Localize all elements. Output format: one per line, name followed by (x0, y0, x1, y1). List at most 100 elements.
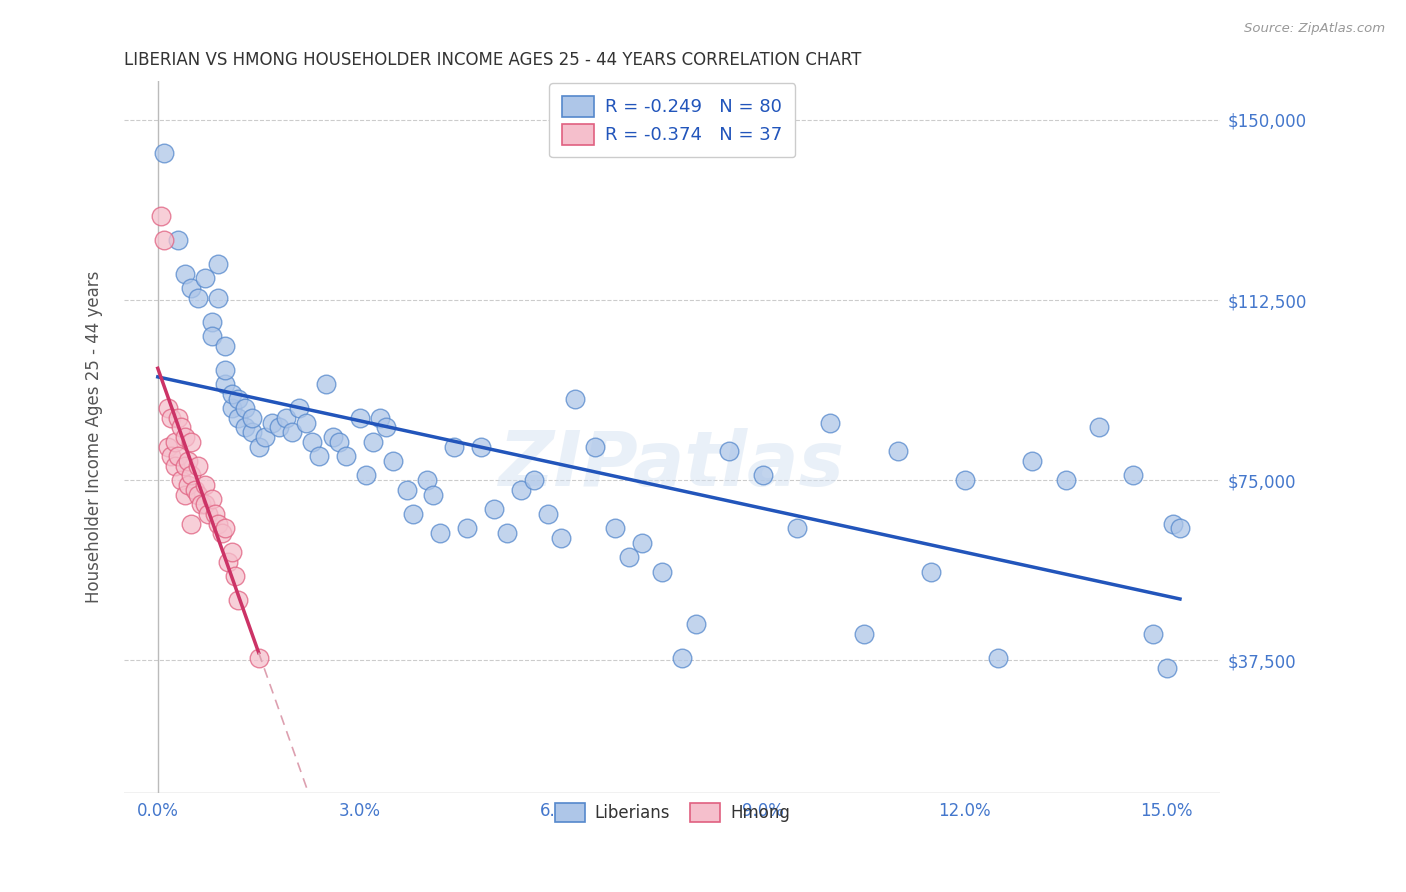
Point (207, 516, 229, 531)
Point (197, 507, 219, 521)
Point (233, 401, 256, 416)
Point (262, 416, 284, 430)
Point (315, 377, 337, 392)
Point (221, 545, 243, 559)
Point (217, 555, 239, 569)
Point (214, 339, 236, 353)
Point (204, 507, 226, 521)
Point (163, 434, 186, 449)
Point (470, 440, 492, 454)
Point (211, 526, 233, 541)
Point (187, 458, 209, 473)
Point (685, 617, 707, 632)
Point (187, 291, 209, 305)
Point (395, 483, 418, 497)
Point (177, 478, 200, 492)
Point (443, 440, 465, 454)
Point (214, 377, 236, 392)
Y-axis label: Householder Income Ages 25 - 44 years: Householder Income Ages 25 - 44 years (86, 271, 103, 603)
Point (375, 420, 398, 434)
Point (349, 410, 371, 425)
Point (368, 410, 391, 425)
Point (564, 392, 586, 406)
Point (820, 416, 842, 430)
Point (482, 502, 505, 516)
Point (194, 478, 217, 492)
Point (308, 449, 330, 463)
Point (240, 425, 263, 440)
Point (167, 449, 190, 463)
Point (173, 267, 195, 281)
Point (184, 483, 207, 497)
Point (190, 497, 212, 511)
Point (177, 454, 200, 468)
Point (852, 627, 875, 641)
Point (631, 535, 654, 549)
Point (1088, 420, 1111, 434)
Text: LIBERIAN VS HMONG HOUSEHOLDER INCOME AGES 25 - 44 YEARS CORRELATION CHART: LIBERIAN VS HMONG HOUSEHOLDER INCOME AGE… (124, 51, 862, 69)
Point (194, 497, 217, 511)
Point (429, 526, 451, 541)
Point (170, 420, 193, 434)
Point (603, 521, 626, 535)
Point (274, 410, 297, 425)
Point (180, 516, 202, 531)
Point (153, 146, 176, 161)
Point (1122, 468, 1144, 483)
Point (583, 440, 606, 454)
Point (207, 291, 229, 305)
Point (328, 434, 350, 449)
Point (361, 434, 384, 449)
Point (1054, 473, 1077, 487)
Point (156, 401, 179, 416)
Point (537, 507, 560, 521)
Point (1161, 516, 1184, 531)
Point (228, 410, 250, 425)
Point (1142, 627, 1164, 641)
Point (987, 651, 1010, 665)
Point (173, 458, 195, 473)
Text: ZIPatlas: ZIPatlas (499, 428, 845, 502)
Point (1156, 661, 1178, 675)
Point (254, 430, 277, 444)
Point (214, 362, 236, 376)
Point (496, 526, 519, 541)
Point (167, 410, 190, 425)
Point (422, 488, 444, 502)
Point (173, 430, 195, 444)
Point (456, 521, 478, 535)
Point (671, 651, 693, 665)
Point (150, 209, 173, 223)
Point (920, 565, 942, 579)
Point (200, 329, 222, 343)
Point (160, 449, 183, 463)
Point (163, 458, 186, 473)
Point (170, 473, 193, 487)
Point (301, 434, 323, 449)
Point (194, 271, 217, 285)
Point (509, 483, 531, 497)
Point (281, 425, 304, 440)
Point (550, 531, 572, 545)
Point (247, 651, 270, 665)
Point (153, 233, 176, 247)
Point (247, 440, 270, 454)
Point (523, 473, 546, 487)
Point (651, 565, 673, 579)
Point (335, 449, 357, 463)
Point (416, 473, 439, 487)
Point (382, 454, 405, 468)
Point (180, 468, 202, 483)
Point (156, 440, 179, 454)
Point (288, 401, 311, 416)
Point (200, 492, 222, 507)
Point (224, 569, 246, 583)
Point (267, 420, 290, 434)
Point (214, 521, 236, 535)
Point (180, 434, 202, 449)
Point (322, 430, 344, 444)
Point (354, 468, 377, 483)
Point (718, 444, 741, 458)
Point (240, 410, 263, 425)
Point (228, 593, 250, 607)
